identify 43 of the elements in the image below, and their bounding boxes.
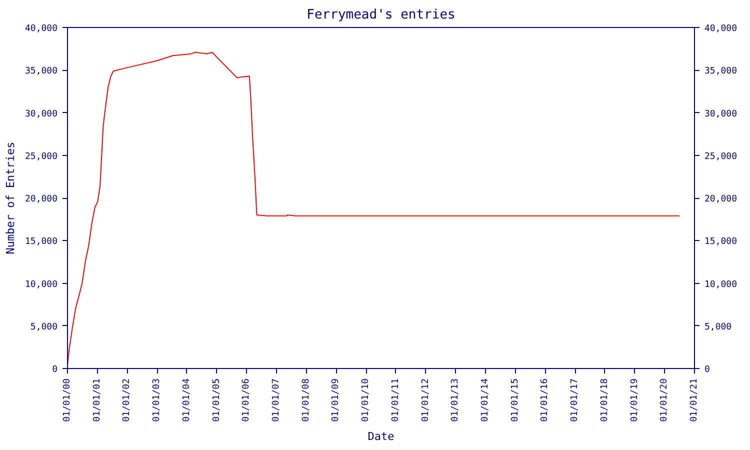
x-tick-label: 01/01/13 (450, 378, 461, 422)
x-axis-title: Date (368, 430, 394, 443)
x-tick-label: 01/01/09 (331, 378, 342, 422)
x-tick-label: 01/01/10 (361, 378, 372, 422)
y2-tick-label: 0 (704, 365, 710, 375)
y2-tick-label: 10,000 (704, 280, 738, 290)
x-tick-label: 01/01/12 (420, 378, 431, 422)
x-tick-label: 01/01/06 (242, 378, 252, 422)
x-tick-label: 01/01/14 (480, 378, 490, 422)
y-tick-label: 30,000 (24, 109, 58, 120)
x-tick-label: 01/01/11 (390, 378, 401, 422)
x-tick-label: 01/01/19 (630, 378, 640, 422)
y2-tick-label: 15,000 (704, 237, 738, 248)
x-tick-label: 01/01/08 (301, 378, 312, 422)
y-tick-label: 5,000 (30, 322, 58, 332)
y2-tick-label: 25,000 (704, 152, 738, 162)
x-tick-label: 01/01/05 (212, 378, 222, 422)
x-tick-label: 01/01/03 (152, 378, 162, 422)
y2-tick-label: 5,000 (704, 322, 732, 332)
x-tick-label: 01/01/21 (690, 378, 700, 422)
y2-tick-label: 35,000 (704, 66, 738, 77)
y2-tick-label: 30,000 (704, 109, 738, 120)
y-tick-label: 40,000 (24, 24, 58, 34)
y-tick-label: 20,000 (24, 194, 58, 204)
x-tick-label: 01/01/04 (182, 378, 192, 422)
y-tick-label: 35,000 (24, 66, 58, 77)
x-tick-label: 01/01/00 (62, 378, 72, 422)
y2-tick-label: 40,000 (704, 24, 738, 34)
y2-tick-label: 20,000 (704, 194, 738, 204)
y-tick-label: 0 (52, 365, 58, 375)
y-tick-label: 10,000 (24, 280, 58, 290)
x-tick-label: 01/01/02 (122, 378, 132, 422)
x-tick-label: 01/01/16 (540, 378, 550, 422)
x-tick-label: 01/01/15 (510, 378, 520, 422)
y-tick-label: 15,000 (24, 237, 58, 248)
x-tick-label: 01/01/18 (600, 378, 610, 422)
y-axis-title: Number of Entries (4, 142, 17, 254)
x-tick-label: 01/01/07 (272, 378, 282, 422)
y-tick-label: 25,000 (24, 152, 58, 162)
x-tick-label: 01/01/01 (92, 378, 102, 422)
chart-title: Ferrymead's entries (306, 8, 456, 22)
x-tick-label: 01/01/17 (570, 378, 580, 422)
x-tick-label: 01/01/20 (660, 378, 670, 422)
